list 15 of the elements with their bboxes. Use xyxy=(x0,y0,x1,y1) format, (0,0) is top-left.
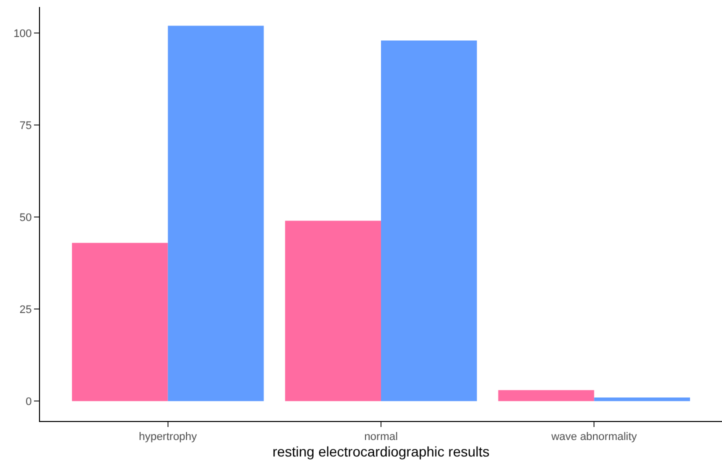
y-tick-label: 100 xyxy=(13,28,32,40)
x-tick-label: normal xyxy=(364,431,398,444)
x-tick-label: hypertrophy xyxy=(138,431,198,444)
x-tick-label: wave abnormality xyxy=(550,431,638,444)
y-tick-label: 0 xyxy=(26,396,32,408)
bar xyxy=(498,390,594,402)
y-tick-label: 50 xyxy=(20,212,32,224)
bar xyxy=(285,220,381,402)
bar xyxy=(594,397,690,402)
x-axis-title: resting electrocardiographic results xyxy=(272,444,490,460)
bar xyxy=(72,242,168,402)
bar xyxy=(381,40,477,402)
bar xyxy=(168,26,264,402)
y-tick-label: 75 xyxy=(20,120,32,132)
y-tick-label: 25 xyxy=(20,304,32,316)
